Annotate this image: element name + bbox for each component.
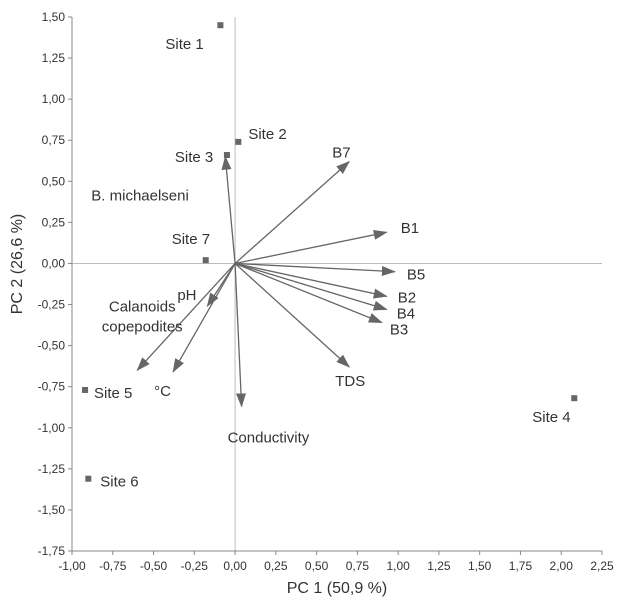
x-tick-label: -1,00: [58, 559, 86, 573]
loading-vector: [234, 263, 247, 408]
loading-vector: [234, 262, 388, 311]
x-axis-title: PC 1 (50,9 %): [287, 580, 387, 597]
x-tick-label: -0,25: [181, 559, 209, 573]
x-tick-label: 2,25: [590, 559, 614, 573]
x-tick-label: 1,75: [509, 559, 533, 573]
y-tick-label: -0,25: [38, 298, 66, 312]
y-tick-label: -0,75: [38, 380, 66, 394]
y-axis-title: PC 2 (26,6 %): [9, 214, 26, 314]
site-point: [82, 386, 89, 393]
x-tick-label: -0,75: [99, 559, 127, 573]
mark-label: Site 3: [175, 149, 213, 166]
loading-vector: [234, 160, 350, 264]
mark-label: pH: [177, 287, 196, 304]
mark-label: B7: [332, 145, 350, 162]
site-point: [223, 152, 230, 159]
y-tick-label: 0,50: [42, 174, 66, 188]
axes: [71, 17, 602, 552]
y-tick-label: 0,00: [42, 256, 66, 270]
mark-label: B. michaelseni: [91, 188, 189, 205]
loading-vectors: [136, 155, 396, 408]
mark-label: Site 2: [248, 126, 286, 143]
mark-label: B5: [407, 267, 425, 284]
site-points: [82, 22, 578, 482]
loading-vector: [234, 262, 388, 299]
y-tick-label: -1,50: [38, 503, 66, 517]
mark-label: B3: [390, 322, 408, 339]
y-tick-label: 1,25: [42, 51, 66, 65]
loading-vector: [234, 229, 388, 265]
site-point: [217, 22, 224, 29]
mark-label: B1: [401, 220, 419, 237]
y-axis-ticks: -1,75 -1,50 -1,25 -1,00 -0,75 -0,50 -0,25 0,00 0…: [38, 10, 72, 558]
x-tick-label: 1,25: [427, 559, 451, 573]
y-tick-label: -1,25: [38, 462, 66, 476]
loading-vector: [221, 155, 236, 264]
mark-label: °C: [154, 383, 171, 400]
x-tick-label: 0,50: [305, 559, 329, 573]
y-tick-label: -0,50: [38, 339, 66, 353]
x-tick-label: -0,50: [140, 559, 168, 573]
mark-label: Site 7: [172, 231, 210, 248]
loading-vector: [234, 262, 350, 368]
y-tick-label: 1,00: [42, 92, 66, 106]
mark-label: Site 5: [94, 385, 132, 402]
mark-label: B4: [397, 305, 415, 322]
x-tick-label: 0,00: [223, 559, 247, 573]
mark-label: B2: [398, 289, 416, 306]
mark-label: Site 4: [532, 409, 570, 426]
x-tick-label: 2,00: [550, 559, 574, 573]
mark-label: Site 6: [100, 474, 138, 491]
x-axis-ticks: -1,00 -0,75 -0,50 -0,25 0,00 0,25 0,50 0,75 1,00…: [58, 551, 614, 573]
y-tick-label: 1,50: [42, 10, 66, 24]
x-tick-label: 0,75: [346, 559, 370, 573]
mark-label: Site 1: [165, 36, 203, 53]
x-tick-label: 1,50: [468, 559, 492, 573]
loading-vector: [136, 263, 236, 371]
mark-label: TDS: [335, 373, 365, 390]
mark-label: Conductivity: [228, 429, 310, 446]
loading-vector: [172, 263, 236, 373]
y-tick-label: -1,00: [38, 421, 66, 435]
x-tick-label: 0,25: [264, 559, 288, 573]
loading-vector: [234, 262, 383, 324]
site-point: [202, 257, 209, 264]
loading-vector: [235, 262, 396, 277]
y-tick-label: 0,75: [42, 133, 66, 147]
x-tick-label: 1,00: [386, 559, 410, 573]
site-point: [571, 395, 578, 402]
site-point: [235, 138, 242, 145]
site-point: [85, 475, 92, 482]
y-tick-label: 0,25: [42, 215, 66, 229]
mark-label: Calanoids copepodites: [102, 298, 183, 335]
mark-labels: Site 1 Site 2 Site 3 Site 4 Site 5 Site 6 Site…: [91, 36, 570, 490]
y-tick-label: -1,75: [38, 544, 66, 558]
